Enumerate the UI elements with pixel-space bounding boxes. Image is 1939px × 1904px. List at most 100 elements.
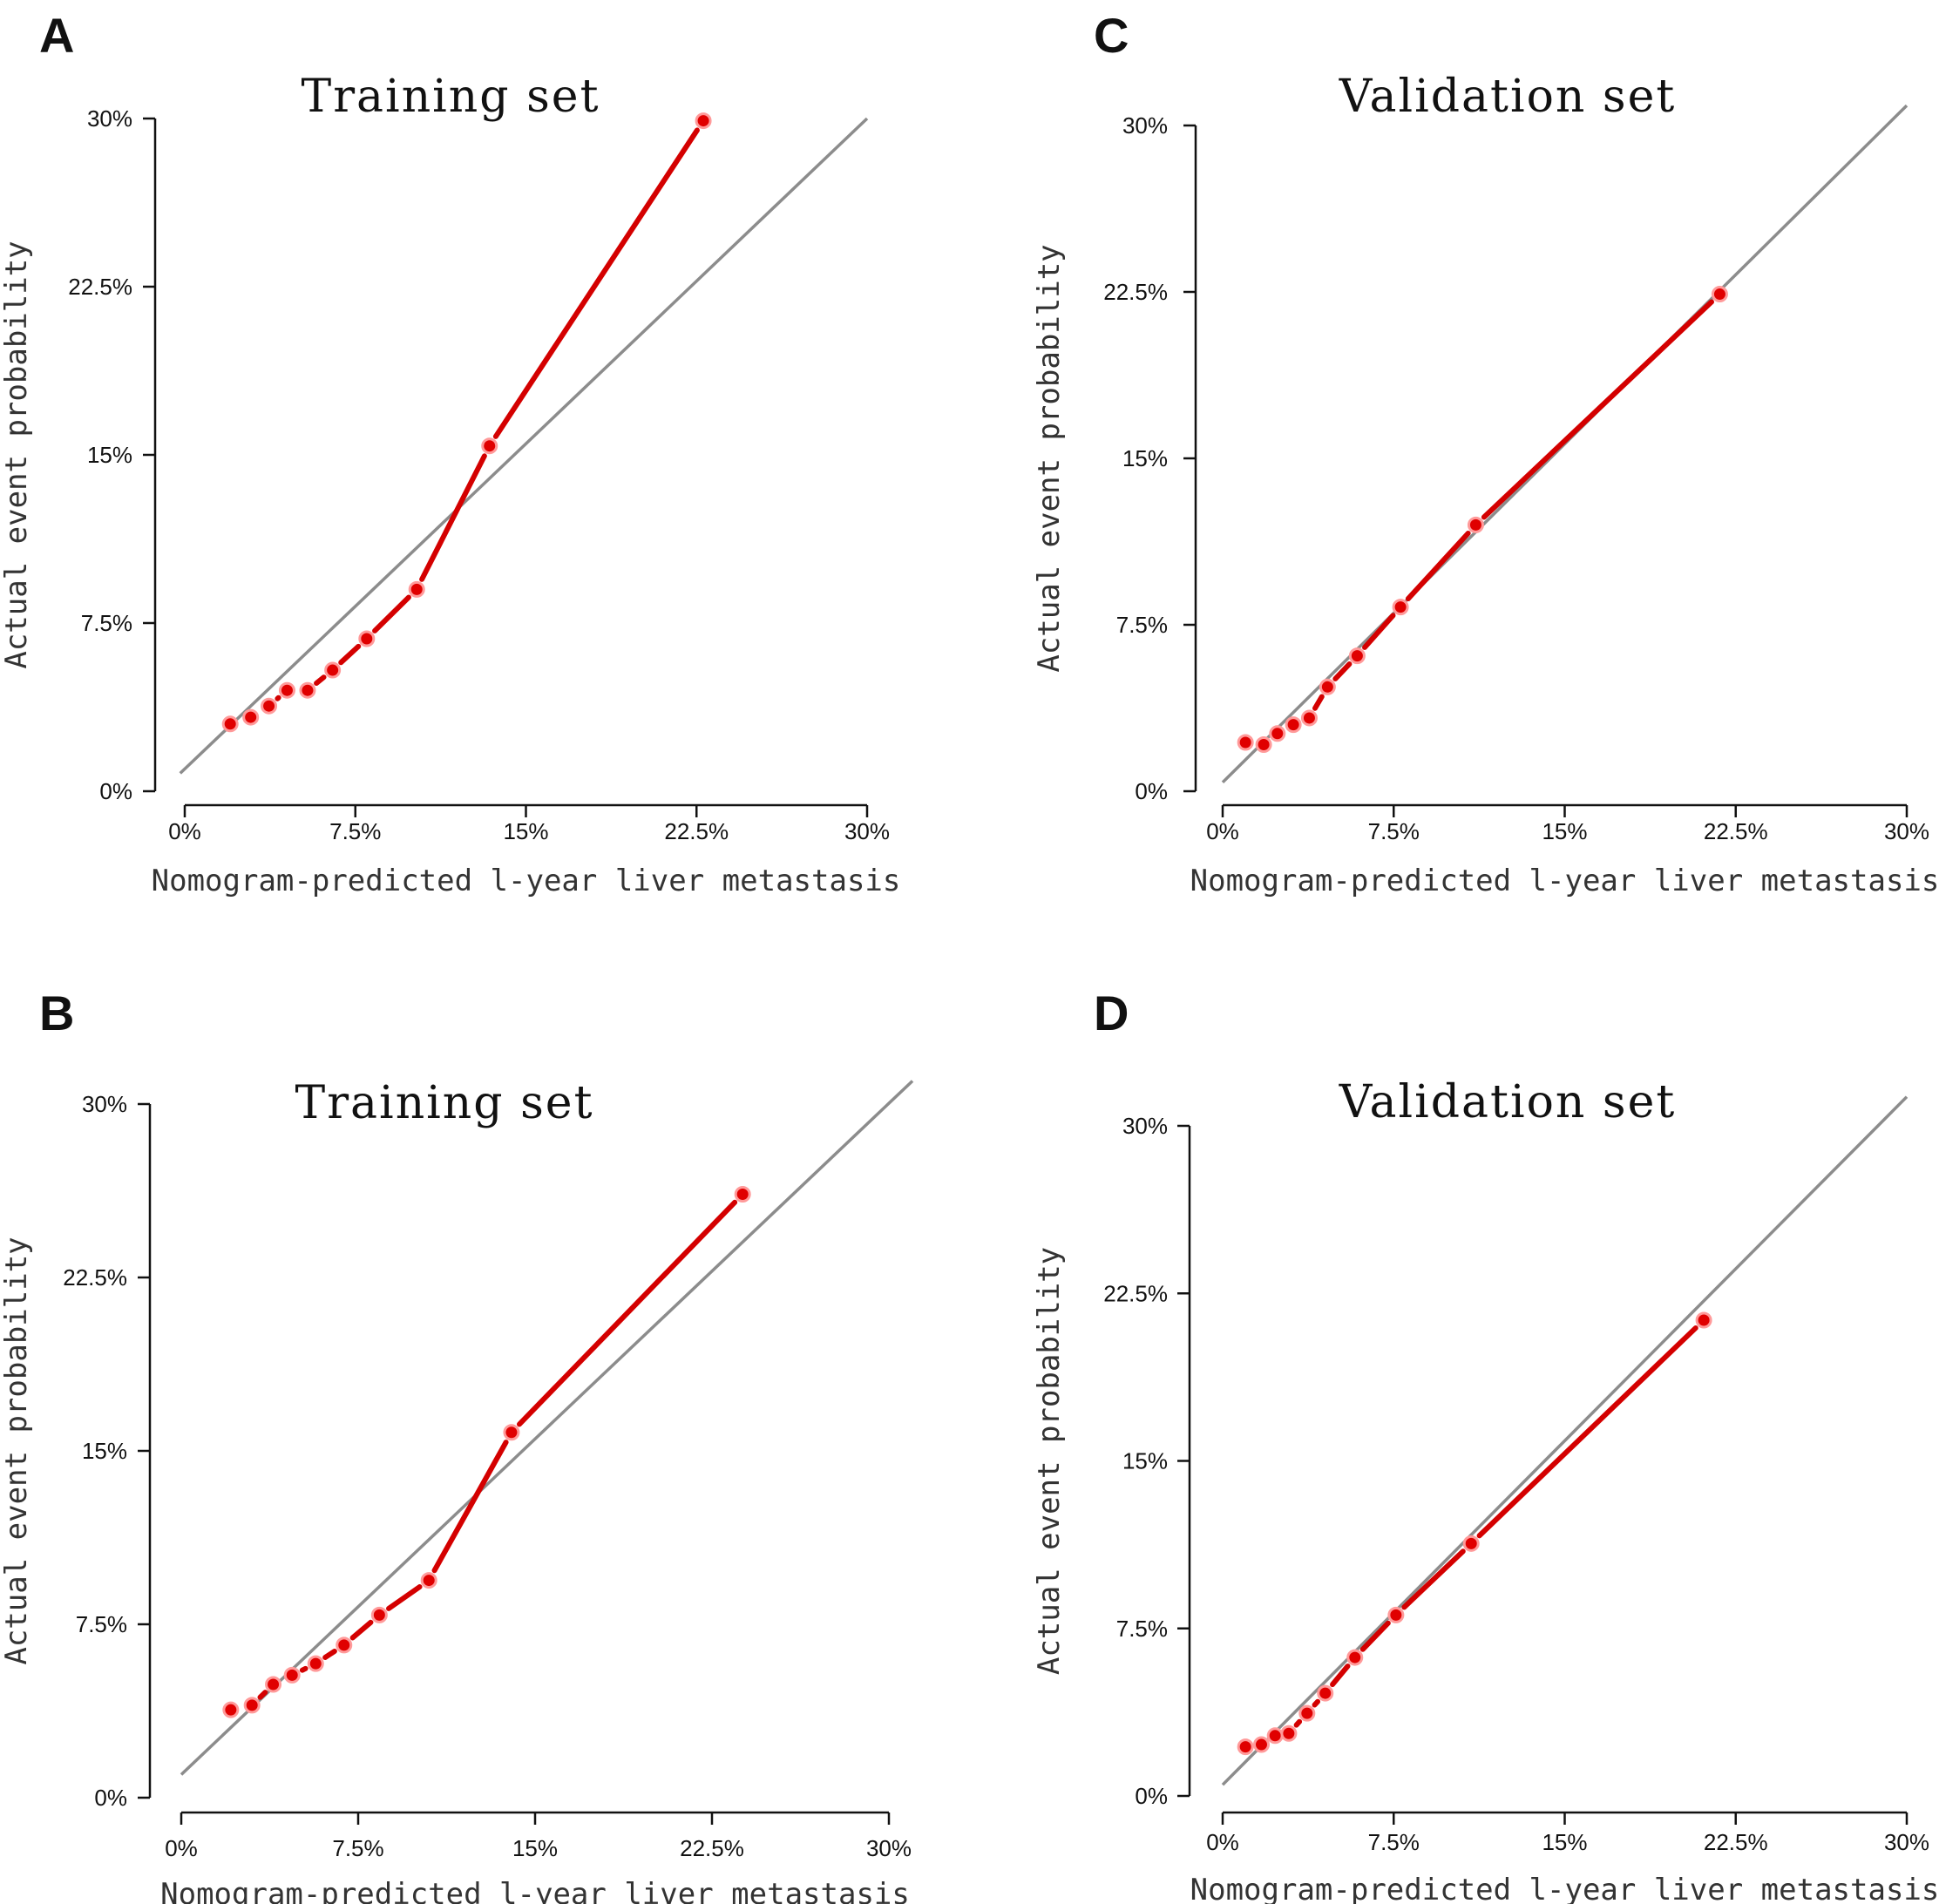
panel-d-calibration-segment bbox=[1293, 1718, 1303, 1728]
panel-c-y-axis-label: Actual event probability bbox=[1032, 244, 1067, 672]
panel-d-calibration-segment bbox=[1330, 1663, 1351, 1688]
panel-b-calibration-segment bbox=[322, 1648, 337, 1660]
panel-c-x-tick-label: 7.5% bbox=[1368, 818, 1420, 844]
panel-a-calibration-segment bbox=[314, 674, 327, 687]
panel-b-x-tick-label: 7.5% bbox=[332, 1835, 383, 1861]
panel-d-calibration-point bbox=[1462, 1535, 1480, 1552]
panel-b-calibration-segment bbox=[257, 1690, 268, 1700]
panel-a-calibration-point bbox=[358, 630, 376, 647]
panel-d-x-tick-label: 30% bbox=[1884, 1829, 1929, 1855]
panel-b-y-tick-label: 7.5% bbox=[76, 1611, 127, 1637]
panel-b-title: Training set bbox=[295, 1077, 594, 1129]
panel-c-calibration-point bbox=[1300, 709, 1318, 727]
panel-d-ideal-line bbox=[1221, 1095, 1908, 1786]
panel-a-y-tick-label: 15% bbox=[87, 442, 132, 468]
panel-a-calibration-point bbox=[242, 708, 260, 726]
panel-b-calibration-point bbox=[370, 1606, 388, 1623]
panel-c-calibration-point bbox=[1319, 678, 1336, 695]
panel-a-y-axis-label: Actual event probability bbox=[0, 241, 34, 668]
panel-d-calibration-point bbox=[1298, 1704, 1316, 1722]
panel-d-y-tick-label: 0% bbox=[1135, 1783, 1168, 1809]
panel-c-calibration-point bbox=[1237, 734, 1254, 751]
panel-c-x-tick-label: 0% bbox=[1206, 818, 1239, 844]
panel-b-x-axis-label: Nomogram-predicted l-year liver metastas… bbox=[160, 1877, 910, 1904]
panel-a-calibration-point bbox=[221, 715, 239, 733]
panel-a-ideal-line bbox=[179, 117, 869, 775]
panel-b-calibration-point bbox=[243, 1697, 261, 1714]
panel-c-letter: C bbox=[1094, 8, 1129, 63]
panel-b-calibration-segment bbox=[431, 1440, 509, 1574]
panel-b-calibration-point bbox=[283, 1666, 301, 1684]
panel-d-calibration-segment bbox=[1476, 1325, 1698, 1539]
panel-b-y-tick-label: 22.5% bbox=[63, 1264, 127, 1291]
panel-c-x-tick-label: 22.5% bbox=[1704, 818, 1768, 844]
panel-a-x-tick-label: 22.5% bbox=[664, 818, 729, 844]
panel-c-x-tick-label: 15% bbox=[1542, 818, 1587, 844]
panel-d-x-tick-label: 0% bbox=[1206, 1829, 1239, 1855]
panel-a-calibration-point bbox=[408, 580, 425, 598]
panel-b-calibration-point bbox=[420, 1572, 437, 1589]
panel-c-calibration-segment bbox=[1332, 661, 1353, 681]
panel-c-calibration-point bbox=[1285, 716, 1302, 734]
panel-b-calibration-point bbox=[265, 1676, 282, 1693]
panel-d-x-axis-label: Nomogram-predicted l-year liver metastas… bbox=[1190, 1873, 1939, 1904]
panel-a-calibration-point bbox=[261, 697, 278, 715]
panel-c-y-tick-label: 15% bbox=[1122, 445, 1168, 471]
panel-a-y-tick-label: 22.5% bbox=[68, 274, 132, 300]
panel-d-x-tick-label: 22.5% bbox=[1704, 1829, 1768, 1855]
panel-a-x-tick-label: 7.5% bbox=[329, 818, 381, 844]
panel-a-x-axis-label: Nomogram-predicted l-year liver metastas… bbox=[152, 864, 901, 898]
panel-b-calibration-segment bbox=[516, 1199, 738, 1427]
panel-c-calibration-point bbox=[1255, 736, 1272, 754]
panel-a-calibration-point bbox=[324, 661, 342, 679]
panel-b-y-tick-label: 0% bbox=[94, 1785, 127, 1811]
panel-c-y-tick-label: 7.5% bbox=[1116, 612, 1168, 638]
panel-c-y-tick-label: 0% bbox=[1135, 778, 1168, 804]
panel-b-calibration-point bbox=[734, 1185, 751, 1203]
panel-b-x-tick-label: 30% bbox=[866, 1835, 912, 1861]
panel-a-y-tick-label: 30% bbox=[87, 105, 132, 132]
panel-b-calibration-segment bbox=[386, 1584, 423, 1611]
panel-d-calibration-point bbox=[1237, 1738, 1254, 1756]
panel-b-y-tick-label: 30% bbox=[82, 1091, 127, 1117]
panel-c-calibration-segment bbox=[1405, 530, 1471, 602]
panel-c-y-tick-label: 22.5% bbox=[1103, 279, 1168, 305]
panel-b-ideal-line bbox=[180, 1080, 914, 1776]
panel-d-calibration-segment bbox=[1359, 1620, 1391, 1652]
panel-a-y-tick-label: 0% bbox=[99, 778, 132, 804]
panel-c-y-tick-label: 30% bbox=[1122, 112, 1168, 139]
panel-a-calibration-segment bbox=[492, 127, 700, 439]
panel-b-x-tick-label: 15% bbox=[512, 1835, 558, 1861]
panel-a-calibration-point bbox=[481, 437, 498, 455]
panel-a-title: Training set bbox=[302, 71, 600, 123]
panel-c-calibration-point bbox=[1348, 647, 1366, 665]
panel-d-y-axis-label: Actual event probability bbox=[1032, 1247, 1067, 1675]
panel-d-calibration-point bbox=[1317, 1684, 1334, 1702]
panel-a-calibration-point bbox=[278, 681, 295, 699]
panel-c-calibration-point bbox=[1392, 599, 1409, 616]
panel-a-letter: A bbox=[39, 8, 74, 63]
panel-a-calibration-segment bbox=[338, 643, 362, 666]
panel-d-x-tick-label: 15% bbox=[1542, 1829, 1587, 1855]
panel-b-calibration-segment bbox=[349, 1619, 374, 1641]
panel-c-calibration-point bbox=[1269, 725, 1286, 742]
panel-c-calibration-segment bbox=[1362, 613, 1396, 650]
panel-d-x-tick-label: 7.5% bbox=[1368, 1829, 1420, 1855]
panel-a-calibration-point bbox=[299, 681, 316, 699]
panel-c-x-axis-label: Nomogram-predicted l-year liver metastas… bbox=[1190, 864, 1939, 898]
panel-b-x-tick-label: 22.5% bbox=[680, 1835, 744, 1861]
panel-d-y-tick-label: 7.5% bbox=[1116, 1616, 1168, 1642]
panel-b-calibration-segment bbox=[299, 1665, 308, 1673]
panel-c-calibration-point bbox=[1711, 286, 1728, 303]
panel-a-x-tick-label: 30% bbox=[844, 818, 890, 844]
panel-d-calibration-point bbox=[1266, 1727, 1284, 1745]
panel-c-calibration-segment bbox=[1481, 299, 1714, 520]
panel-b-calibration-point bbox=[222, 1701, 240, 1718]
panel-d-calibration-point bbox=[1695, 1311, 1712, 1329]
panel-d-y-tick-label: 30% bbox=[1122, 1113, 1168, 1139]
panel-b-calibration-point bbox=[503, 1424, 520, 1441]
panel-d-y-tick-label: 15% bbox=[1122, 1448, 1168, 1474]
panel-d-calibration-point bbox=[1346, 1649, 1364, 1666]
panel-a-y-tick-label: 7.5% bbox=[81, 610, 132, 636]
